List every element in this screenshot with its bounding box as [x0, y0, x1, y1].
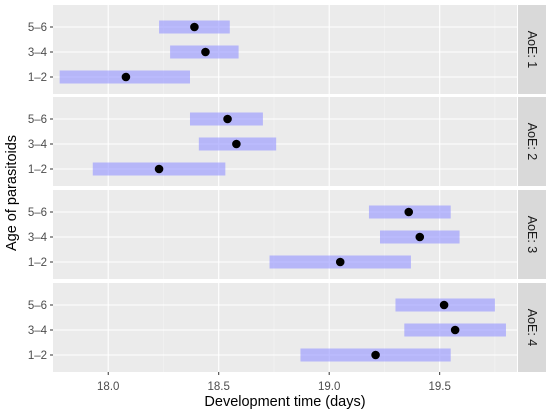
x-tick-label: 19.5 [428, 381, 450, 393]
x-tick-label: 18.0 [97, 381, 119, 393]
y-tick-label: 5–6 [28, 114, 47, 126]
mean-point [232, 139, 241, 149]
y-tick-label: 1–2 [28, 350, 47, 362]
x-tick-label: 19.0 [318, 381, 340, 393]
mean-point [404, 207, 414, 217]
facet-strip [518, 5, 546, 94]
x-tick-label: 18.5 [208, 381, 230, 393]
mean-point [201, 47, 210, 57]
mean-point [415, 232, 425, 242]
mean-point [371, 350, 380, 360]
facet-strip-label: AoE: 3 [525, 216, 539, 254]
y-tick-label: 3–4 [28, 47, 48, 59]
panel-2: 1–2 3–4 5–6 AoE: 2 [28, 97, 546, 186]
y-tick-label: 3–4 [28, 139, 48, 151]
mean-point [154, 164, 164, 174]
y-tick-label: 3–4 [28, 232, 48, 244]
y-tick-label: 1–2 [28, 257, 47, 269]
panel-3: 1–2 3–4 5–6 AoE: 3 [28, 190, 546, 279]
mean-point [335, 257, 345, 267]
y-tick-label: 5–6 [28, 22, 47, 34]
facet-strip-label: AoE: 1 [525, 31, 539, 69]
facet-strip-label: AoE: 2 [525, 123, 539, 161]
mean-point [190, 22, 199, 32]
y-axis-title: Age of parasitoids [4, 135, 20, 251]
panel-1: 1–2 3–4 5–6 AoE: 1 [28, 5, 546, 94]
mean-point [450, 325, 460, 335]
x-axis-title: Development time (days) [204, 394, 365, 410]
mean-point [121, 72, 131, 82]
panel-4: 1–2 3–4 5–6 AoE: 4 [28, 283, 546, 372]
y-tick-label: 5–6 [28, 207, 47, 219]
facet-strip [518, 283, 546, 372]
y-tick-label: 3–4 [28, 325, 48, 337]
facet-strip [518, 97, 546, 186]
mean-point [223, 114, 232, 124]
y-tick-label: 1–2 [28, 72, 47, 84]
facet-strip-label: AoE: 4 [525, 309, 539, 347]
mean-point [439, 300, 449, 310]
y-tick-label: 1–2 [28, 164, 47, 176]
facet-strip [518, 190, 546, 279]
panels: 1–2 3–4 5–6 AoE: 1 1–2 3–4 5–6 AoE: 2 1–2 3–4 5–6 A… [28, 5, 546, 372]
y-tick-label: 5–6 [28, 300, 47, 312]
x-axis: 18.0 18.5 19.0 19.5 [97, 372, 451, 393]
